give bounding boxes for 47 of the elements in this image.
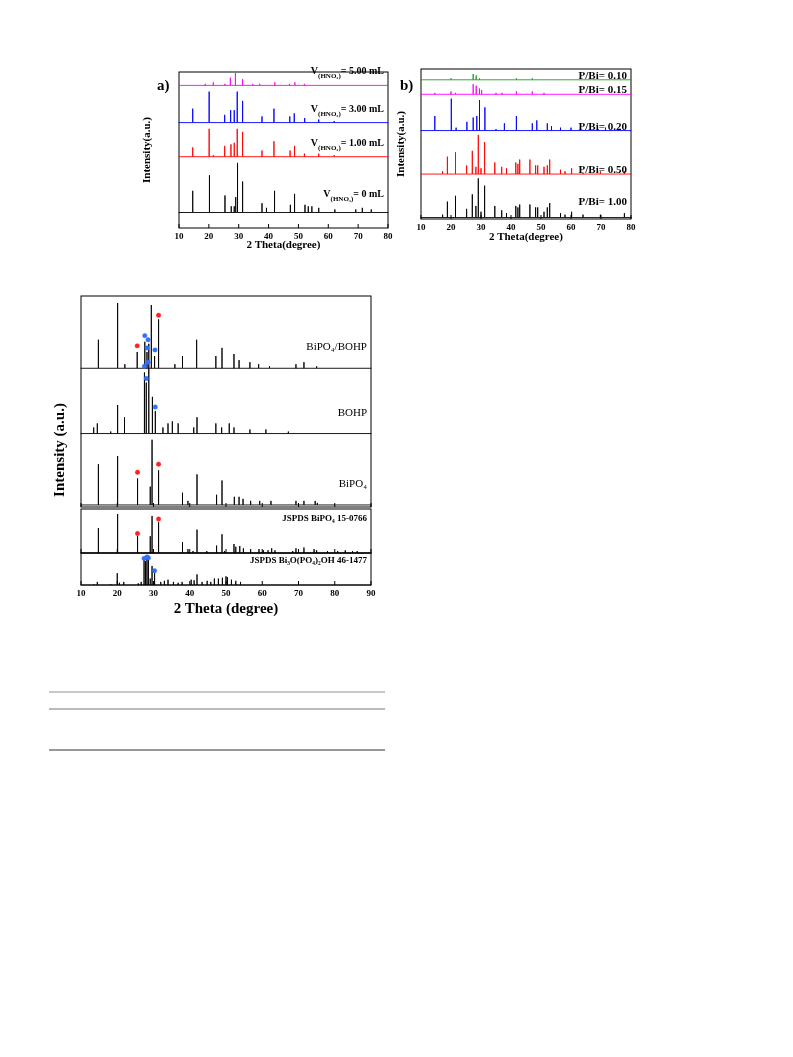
x-axis-title: 2 Theta(degree)	[489, 230, 564, 243]
x-tick-label: 60	[257, 588, 268, 598]
x-tick-label: 60	[323, 231, 334, 241]
x-tick-label: 40	[506, 222, 516, 232]
y-axis-title: Intensity(a.u.)	[394, 110, 407, 178]
series-label: P/Bi= 0.15	[578, 83, 628, 96]
series-label: V$_{(HNO₃)}$= 1.00 mL	[310, 136, 385, 152]
x-tick-label: 70	[353, 231, 364, 241]
text: JSPDS BiPO₄ 15-0766	[282, 513, 368, 523]
x-axis-title: 2 Theta(degree)	[246, 238, 321, 251]
y-axis-title: Intensity (a.u.)	[51, 403, 68, 497]
chart-title: b)	[400, 77, 414, 94]
x-tick-label: 50	[221, 588, 231, 598]
x-tick-label: 10	[416, 222, 426, 232]
x-tick-label: 50	[293, 231, 304, 241]
x-tick-label: 10	[174, 231, 184, 241]
x-tick-label: 20	[112, 588, 123, 598]
series-label: P/Bi= 0.10	[578, 68, 628, 81]
x-tick-label: 40	[185, 588, 195, 598]
series-label: BOHP	[337, 405, 367, 418]
x-tick-label: 70	[294, 588, 304, 598]
x-tick-label: 80	[626, 222, 636, 232]
x-tick-label: 30	[149, 588, 159, 598]
x-tick-label: 30	[476, 222, 486, 232]
series-label: P/Bi= 1.00	[578, 194, 628, 207]
x-tick-label: 90	[366, 588, 376, 598]
x-tick-label: 80	[330, 588, 340, 598]
series-label: BiPO₄	[338, 476, 368, 489]
series-label: V$_{(HNO₃)}$= 0 mL	[323, 187, 385, 203]
x-tick-label: 80	[383, 231, 393, 241]
series-label: V$_{(HNO₃)}$= 3.00 mL	[310, 102, 385, 118]
series-label: V$_{(HNO₃)}$= 5.00 mL	[310, 65, 385, 81]
x-tick-label: 50	[536, 222, 546, 232]
x-tick-label: 20	[446, 222, 456, 232]
x-tick-label: 30	[234, 231, 244, 241]
series-label: P/Bi= 0.50	[578, 163, 628, 176]
x-axis-title: 2 Theta (degree)	[173, 600, 279, 617]
series-label: BiPO₄/BOHP	[306, 340, 367, 353]
y-axis-title: Intensity(a.u.)	[140, 116, 153, 184]
x-tick-label: 70	[596, 222, 606, 232]
chart-title: a)	[157, 77, 170, 94]
x-tick-label: 60	[566, 222, 576, 232]
x-tick-label: 20	[204, 231, 214, 241]
series-label: P/Bi= 0.20	[578, 119, 628, 132]
text: JSPDS Bi₃O(PO₄)₂OH 46-1477	[249, 555, 368, 565]
x-tick-label: 10	[76, 588, 86, 598]
x-tick-label: 40	[264, 231, 274, 241]
